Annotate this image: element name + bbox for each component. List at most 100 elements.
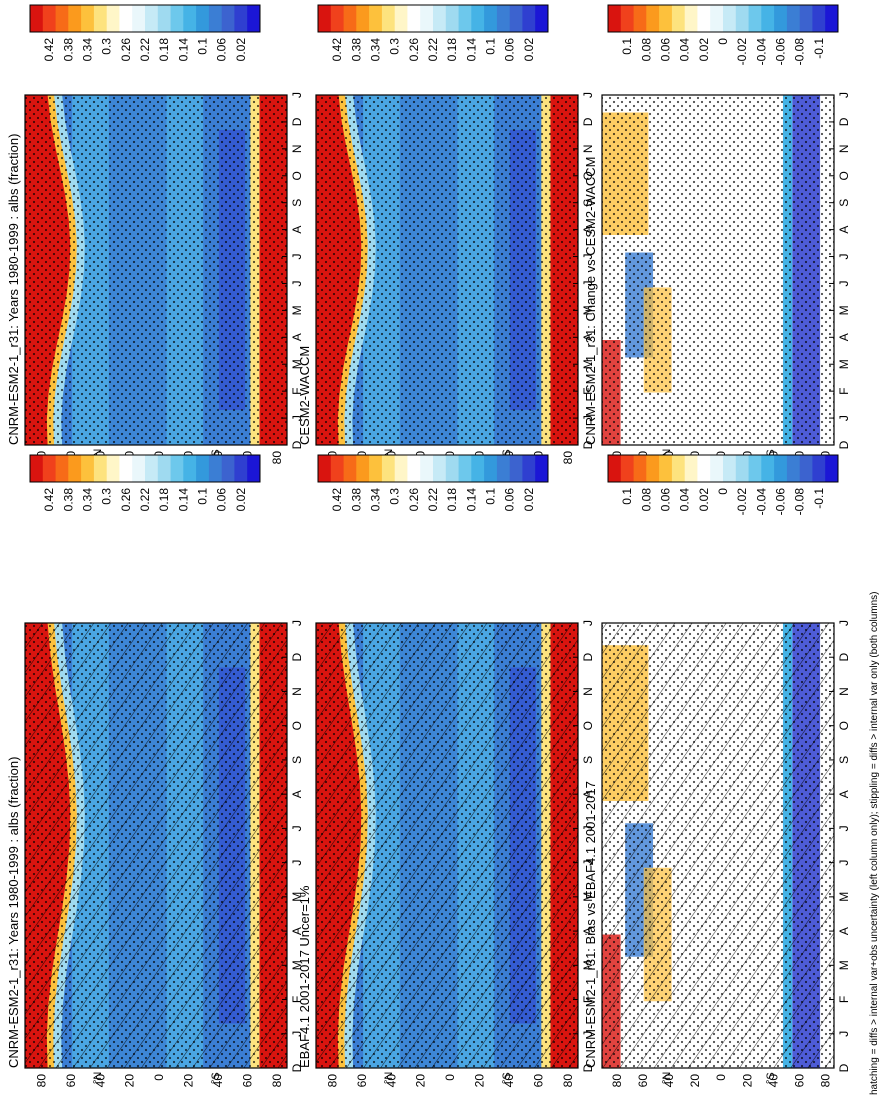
colorbar-swatch	[119, 5, 133, 32]
colorbar-swatch	[132, 455, 146, 482]
colorbar-swatch	[825, 5, 839, 32]
colorbar-label: 0.26	[119, 38, 133, 62]
x-tick-label: N	[290, 687, 304, 696]
plot-frame	[24, 94, 288, 446]
colorbar-swatch	[93, 5, 108, 32]
colorbar-label: -0.1	[812, 38, 826, 59]
colorbar-label: 0.22	[138, 488, 152, 512]
colorbar-label: 0.22	[138, 38, 152, 62]
colorbar-label: 0.04	[678, 38, 692, 62]
colorbar-label: 0.02	[522, 38, 536, 62]
colorbar-swatch	[825, 455, 839, 482]
colorbar-label: 0.06	[215, 38, 229, 62]
x-tick-label: M	[581, 892, 595, 902]
colorbar-label: 0.04	[678, 488, 692, 512]
x-tick-label: J	[581, 860, 595, 866]
x-tick-label: M	[290, 960, 304, 970]
x-tick-label: S	[837, 756, 851, 764]
x-tick-label: M	[837, 892, 851, 902]
colorbar-swatch	[633, 5, 647, 32]
colorbar-label: 0.26	[407, 488, 421, 512]
y-tick-label: 40	[662, 1074, 676, 1088]
colorbar-swatch	[157, 5, 172, 32]
x-tick-label: D	[581, 117, 595, 126]
chart-panel-3: EBAF4.1 2001-2017 Uncer=1% D J F M A M J J A S O N D J…	[297, 620, 595, 1087]
chart-panel-2: CNRM-ESM2-1_r31: Years 1980-1999 : albs …	[6, 92, 304, 464]
colorbar-label: 0.42	[42, 488, 56, 512]
colorbar-label: 0.14	[464, 488, 478, 512]
colorbar-label: 0.34	[369, 488, 383, 512]
colorbar-swatch	[394, 5, 408, 32]
plot-frame	[315, 94, 579, 446]
y-tick-label: 60	[64, 1074, 78, 1088]
x-tick-label: A	[290, 226, 304, 234]
colorbar-label: 0	[716, 488, 730, 495]
hatching-overlay	[602, 623, 834, 1068]
colorbar-swatch	[30, 5, 44, 32]
colorbar-label: 0.02	[697, 488, 711, 512]
colorbar-label: -0.08	[793, 38, 807, 66]
colorbar-swatch	[697, 455, 711, 482]
y-tick-label: 40	[502, 1074, 516, 1088]
colorbar-swatch	[93, 455, 108, 482]
colorbar-label: 0.18	[445, 38, 459, 62]
colorbar-swatch	[420, 5, 434, 32]
colorbar-swatch	[196, 455, 210, 482]
colorbar-swatch	[748, 455, 762, 482]
x-tick-label: A	[290, 927, 304, 935]
colorbar-swatch	[234, 5, 248, 32]
colorbar-label: 0.02	[522, 488, 536, 512]
x-tick-label: J	[837, 281, 851, 287]
colorbar-label: -0.02	[735, 488, 749, 516]
colorbar-swatch	[369, 455, 383, 482]
x-tick-label: D	[837, 117, 851, 126]
hemisphere-marker: °N	[92, 1072, 104, 1084]
colorbar-frame	[317, 4, 549, 33]
colorbar-6: 0.1 0.08 0.06 0.04 0.02 0 -0.02 -0.04 -0.06 -0.08…	[607, 4, 839, 66]
colorbar-label: 0.02	[234, 38, 248, 62]
colorbar-label: 0.34	[369, 38, 383, 62]
colorbar-label: 0.22	[426, 488, 440, 512]
x-tick-label: N	[290, 144, 304, 153]
y-tick-label: 80	[561, 1074, 575, 1088]
chart-panel-4: CESM2-WACCMDJFMAMJJASONDJ806040200204060…	[297, 92, 595, 464]
x-tick-label: M	[837, 960, 851, 970]
colorbar-label: 0.38	[61, 488, 75, 512]
colorbar-swatch	[68, 455, 82, 482]
x-tick-label: A	[581, 927, 595, 935]
y-tick-label: 80	[34, 1074, 48, 1088]
x-tick-label: D	[837, 440, 851, 449]
x-tick-label: J	[581, 254, 595, 260]
x-tick-label: F	[290, 388, 304, 395]
y-tick-label: 80	[610, 1074, 624, 1088]
colorbar-label: 0.42	[42, 38, 56, 62]
colorbar-swatch	[106, 455, 120, 482]
colorbar-swatch	[484, 455, 498, 482]
colorbar-swatch	[330, 455, 345, 482]
y-tick-label: 60	[355, 1074, 369, 1088]
x-tick-label: D	[581, 1063, 595, 1072]
colorbar-swatch	[221, 5, 235, 32]
y-tick-label: 80	[270, 1074, 284, 1088]
colorbar-swatch	[394, 455, 408, 482]
colorbar-swatch	[433, 455, 447, 482]
x-tick-label: A	[837, 927, 851, 935]
y-tick-label: 60	[532, 1074, 546, 1088]
colorbar-label: 0.3	[100, 488, 114, 505]
y-tick-label: 80	[819, 1074, 833, 1088]
y-tick-label: 80	[561, 451, 575, 465]
x-tick-label: D	[290, 440, 304, 449]
panel-title: CESM2-WACCM	[297, 346, 312, 445]
panel-title: CNRM-ESM2-1_r31: Years 1980-1999 : albs …	[6, 757, 21, 1068]
colorbar-label: 0.1	[484, 38, 498, 55]
x-tick-label: M	[290, 305, 304, 315]
colorbar-swatch	[208, 5, 223, 32]
colorbar-swatch	[369, 5, 383, 32]
x-tick-label: O	[290, 171, 304, 180]
x-tick-label: A	[581, 333, 595, 341]
colorbar-4: 0.42 0.38 0.34 0.3 0.26 0.22 0.18 0.14 0.1 0.06 0.…	[317, 4, 549, 62]
x-tick-label: A	[837, 790, 851, 798]
hemisphere-marker: °S	[501, 1072, 513, 1084]
x-tick-label: M	[837, 305, 851, 315]
